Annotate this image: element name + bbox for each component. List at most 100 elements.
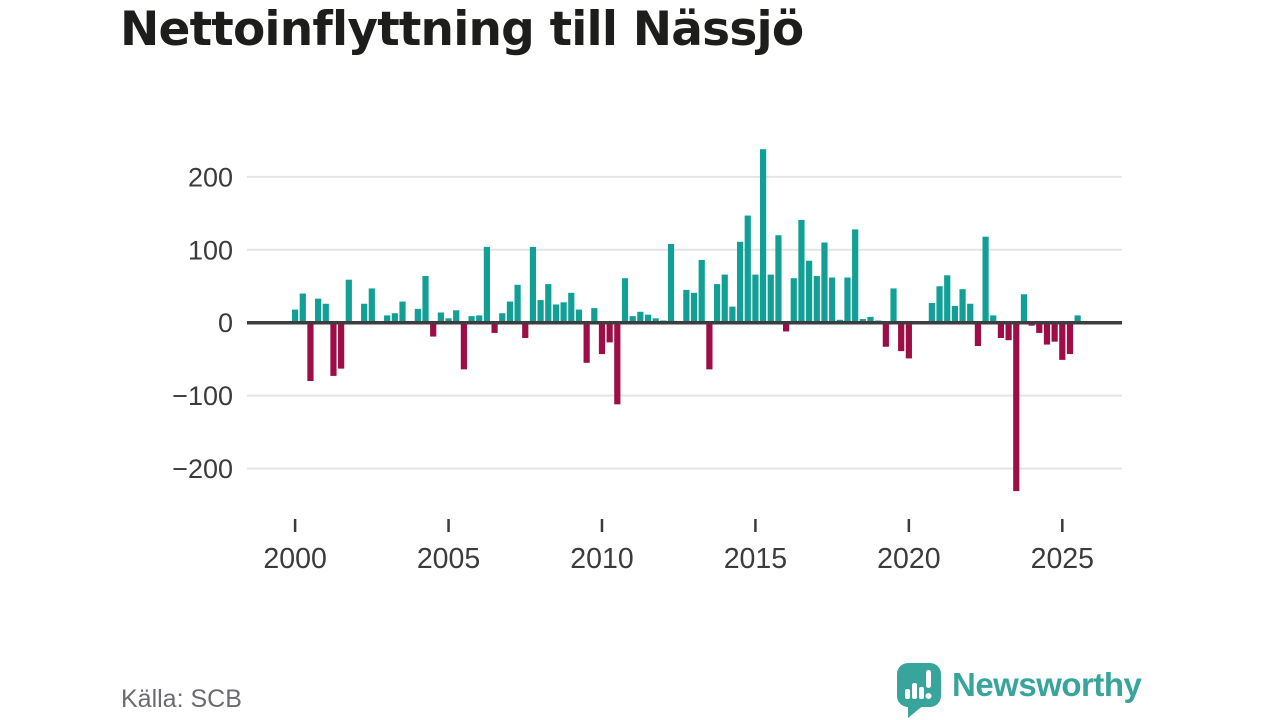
bar bbox=[1020, 294, 1028, 323]
bar bbox=[736, 241, 744, 323]
bar bbox=[460, 322, 467, 370]
bar bbox=[537, 300, 544, 323]
bar bbox=[959, 289, 966, 323]
bar bbox=[384, 315, 391, 323]
bar bbox=[652, 318, 659, 323]
logo-exclamation-dot bbox=[925, 693, 932, 699]
bar bbox=[575, 309, 583, 323]
bar bbox=[721, 274, 728, 323]
y-axis-label: 100 bbox=[188, 235, 233, 265]
bar bbox=[936, 286, 943, 323]
bar bbox=[476, 315, 483, 323]
y-axis-label: 0 bbox=[218, 308, 233, 338]
bar bbox=[1074, 315, 1081, 323]
bar bbox=[928, 303, 935, 323]
bar bbox=[637, 311, 644, 323]
bar bbox=[1013, 322, 1020, 492]
x-axis-label: 2000 bbox=[263, 543, 326, 575]
bar bbox=[629, 316, 636, 323]
bar bbox=[1066, 322, 1074, 355]
bar bbox=[1005, 322, 1012, 341]
bar bbox=[997, 322, 1005, 339]
bar bbox=[437, 312, 444, 323]
bar bbox=[361, 303, 368, 323]
newsworthy-logo-icon bbox=[897, 663, 941, 718]
y-axis-label: −100 bbox=[172, 381, 233, 411]
bar bbox=[315, 298, 322, 323]
bar bbox=[621, 278, 629, 323]
bar bbox=[690, 292, 698, 323]
bar bbox=[422, 276, 429, 323]
bar bbox=[299, 293, 306, 323]
bar bbox=[1051, 322, 1058, 342]
speech-bubble-shape bbox=[897, 663, 941, 707]
bar bbox=[499, 313, 506, 323]
bar bbox=[790, 278, 797, 323]
bar bbox=[951, 305, 958, 323]
x-axis-label: 2025 bbox=[1031, 543, 1094, 575]
bar bbox=[944, 275, 951, 323]
logo-bar-1 bbox=[905, 689, 910, 699]
bar bbox=[844, 277, 851, 323]
bar bbox=[859, 319, 866, 323]
bar bbox=[783, 322, 790, 332]
bar bbox=[345, 279, 352, 323]
bar bbox=[905, 322, 912, 359]
speech-bubble-tail bbox=[908, 703, 925, 718]
bar bbox=[522, 322, 529, 339]
bar bbox=[545, 284, 552, 323]
bar-chart-plot: 200 100 0 −100 −200 2000 2005 2010 2015 2020 2025 bbox=[172, 149, 1122, 575]
bar bbox=[706, 322, 713, 370]
bar bbox=[767, 274, 774, 323]
bar bbox=[898, 322, 905, 352]
bar bbox=[591, 308, 598, 323]
bar bbox=[330, 322, 337, 376]
bar bbox=[468, 316, 475, 323]
bar bbox=[368, 288, 375, 323]
bar bbox=[982, 236, 989, 323]
bar bbox=[775, 235, 782, 323]
bar bbox=[698, 260, 705, 323]
bar bbox=[391, 313, 398, 323]
bar bbox=[813, 276, 820, 323]
chart-title: Nettoinflyttning till Nässjö bbox=[120, 2, 804, 57]
bar bbox=[713, 284, 721, 323]
newsworthy-brand: Newsworthy bbox=[896, 662, 1142, 719]
x-axis-label: 2005 bbox=[417, 543, 480, 575]
bar bbox=[882, 322, 889, 347]
bar bbox=[759, 149, 767, 323]
source-caption: Källa: SCB bbox=[121, 685, 242, 713]
bar bbox=[606, 322, 613, 343]
bar bbox=[445, 318, 452, 323]
bar bbox=[667, 243, 675, 323]
bar bbox=[1036, 322, 1043, 333]
x-axis-label: 2010 bbox=[570, 543, 633, 575]
bar bbox=[529, 246, 537, 323]
bar bbox=[821, 242, 828, 323]
bar bbox=[453, 310, 460, 323]
bar bbox=[483, 246, 490, 323]
bar bbox=[307, 322, 314, 382]
bar bbox=[752, 274, 759, 323]
logo-bar-3 bbox=[919, 687, 924, 699]
bar bbox=[322, 303, 329, 323]
x-axis-label: 2015 bbox=[724, 543, 787, 575]
bar bbox=[491, 322, 498, 333]
bar bbox=[867, 316, 874, 323]
bar bbox=[568, 292, 575, 323]
y-axis-label: −200 bbox=[172, 454, 233, 484]
bar bbox=[852, 229, 859, 323]
bar bbox=[990, 315, 997, 323]
bar bbox=[598, 322, 606, 355]
bar bbox=[430, 322, 437, 337]
bar bbox=[798, 219, 805, 323]
bar bbox=[1043, 322, 1051, 345]
bar bbox=[890, 288, 897, 323]
bar bbox=[399, 301, 406, 323]
bar bbox=[614, 322, 621, 405]
bar bbox=[744, 215, 751, 323]
bar bbox=[683, 289, 690, 323]
x-axis-label: 2020 bbox=[877, 543, 940, 575]
bar bbox=[506, 301, 514, 323]
bar bbox=[514, 284, 521, 323]
